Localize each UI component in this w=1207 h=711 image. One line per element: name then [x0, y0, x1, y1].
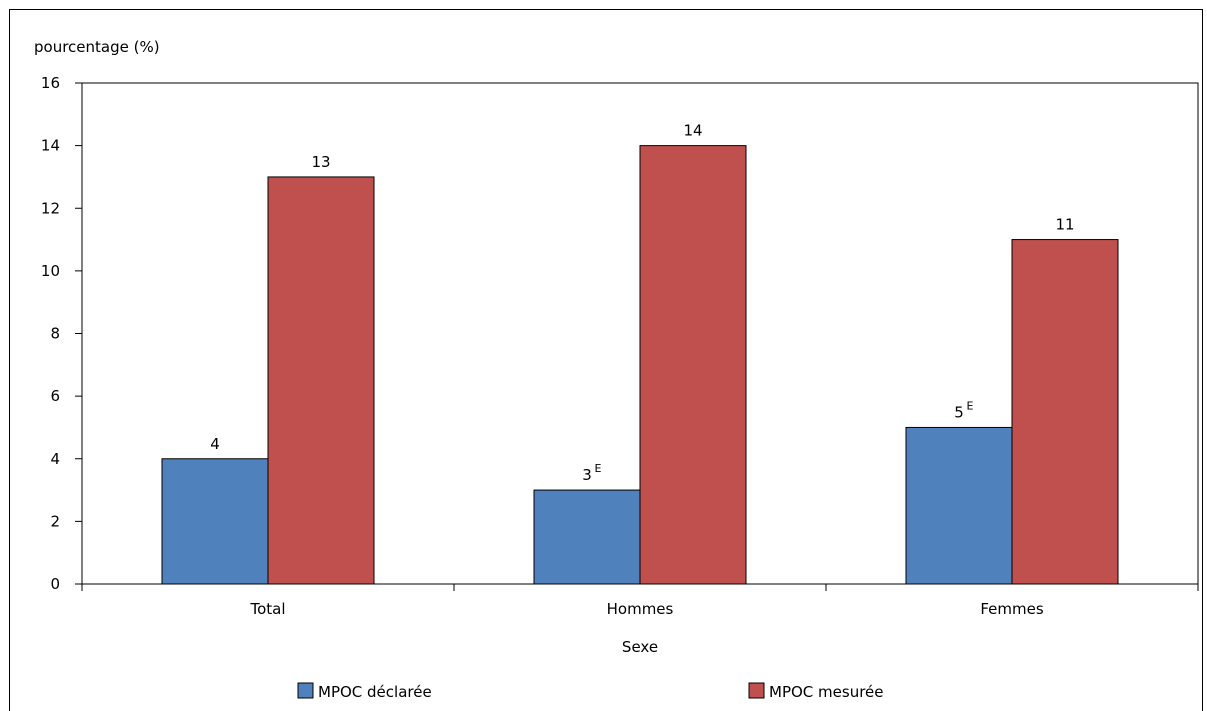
legend-label: MPOC déclarée — [318, 683, 432, 701]
bar-declaree-femmes — [905, 426, 1013, 585]
bar-mesuree-femmes — [1011, 239, 1119, 585]
y-axis-title: pourcentage (%) — [34, 38, 160, 56]
data-label: 3 — [582, 466, 592, 484]
data-label: 5 — [954, 403, 964, 421]
data-label: 4 — [210, 435, 220, 453]
data-label: 11 — [1055, 216, 1074, 234]
x-axis: Total Hommes Femmes — [81, 584, 1199, 618]
y-tick-label: 2 — [50, 512, 60, 530]
bar-declaree-hommes — [533, 489, 641, 585]
data-flag-superscript: E — [967, 399, 974, 412]
y-tick-label: 8 — [50, 325, 60, 343]
y-tick-label: 6 — [50, 387, 60, 405]
y-tick-label: 16 — [41, 74, 60, 92]
bar-mesuree-total — [267, 176, 375, 585]
bar-mesuree-hommes — [639, 145, 747, 585]
y-tick-label: 10 — [41, 262, 60, 280]
legend-label: MPOC mesurée — [769, 683, 884, 701]
legend-swatch — [748, 682, 765, 699]
y-tick-label: 0 — [50, 575, 60, 593]
y-axis: 0 2 4 6 8 10 12 14 16 — [41, 74, 82, 593]
bar-declaree-total — [161, 458, 269, 585]
y-tick-label: 4 — [50, 450, 60, 468]
data-label: 14 — [683, 122, 702, 140]
legend-swatch — [297, 682, 314, 699]
y-tick-label: 12 — [41, 199, 60, 217]
x-axis-title: Sexe — [622, 638, 658, 656]
y-tick-label: 14 — [41, 137, 60, 155]
data-label: 13 — [311, 153, 330, 171]
category-label: Hommes — [607, 600, 674, 618]
legend: MPOC déclarée MPOC mesurée — [297, 682, 884, 701]
data-flag-superscript: E — [595, 462, 602, 475]
category-label: Femmes — [980, 600, 1043, 618]
category-label: Total — [249, 600, 285, 618]
